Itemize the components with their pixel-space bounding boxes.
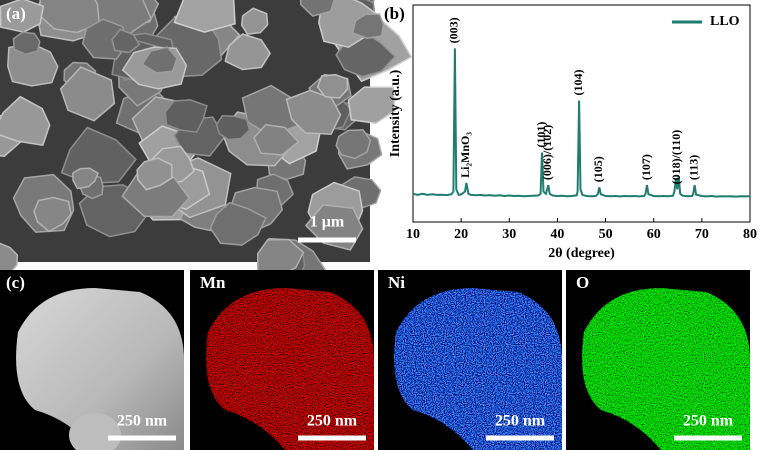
map-title: Ni (388, 273, 405, 292)
grain (111, 28, 141, 54)
element-map (394, 288, 562, 450)
peak-label: (105) (591, 156, 605, 182)
grain (335, 129, 372, 160)
grain (240, 7, 269, 36)
peak-label: (006)/(102) (540, 125, 554, 180)
scale-bar-label: 250 nm (307, 413, 358, 430)
panel-label: (c) (6, 273, 25, 292)
peak-label: (101) (534, 122, 548, 148)
element-map (206, 288, 374, 450)
x-tick-label: 80 (743, 227, 757, 242)
grain (347, 86, 396, 125)
grain (215, 115, 251, 141)
element-map (582, 288, 750, 450)
x-tick-label: 30 (502, 227, 516, 242)
scale-bar-label: 250 nm (495, 413, 546, 430)
x-tick-label: 40 (550, 227, 564, 242)
grain (0, 95, 51, 147)
grain (209, 201, 267, 246)
grain (299, 0, 336, 17)
sem-image (0, 0, 413, 297)
peak-label: (113) (686, 155, 700, 180)
panel-label: (b) (384, 4, 405, 23)
grain (141, 46, 178, 74)
grain (72, 167, 100, 190)
grain (33, 196, 72, 233)
x-axis-label: 2θ (degree) (548, 246, 615, 261)
grain (59, 66, 116, 122)
peak-label: Li₂MnO₃ (458, 132, 472, 178)
grain (173, 0, 236, 33)
x-tick-label: 60 (647, 227, 661, 242)
peak-label: (003) (447, 17, 461, 43)
grain (164, 99, 208, 134)
plot-frame (412, 4, 751, 223)
map-title: O (576, 273, 589, 292)
peak-label: (018)/(110) (669, 130, 683, 185)
grain (37, 0, 100, 34)
stem-particle (16, 288, 184, 450)
grain (285, 89, 342, 135)
x-tick-label: 10 (406, 227, 420, 242)
scale-bar-label: 250 nm (117, 413, 168, 430)
x-tick-label: 70 (695, 227, 709, 242)
xrd-line (412, 48, 751, 198)
grain (253, 124, 300, 156)
grain (136, 157, 173, 191)
grain (12, 31, 41, 56)
y-axis-label: Intensity (a.u.) (388, 69, 403, 157)
eds-maps: 250 nm Mn 250 nm Ni 250 nm O 250 nm (c) (0, 270, 750, 450)
scale-bar-label: 1 μm (310, 214, 345, 231)
peak-label: (104) (571, 70, 585, 96)
scale-bar-label: 250 nm (683, 413, 734, 430)
map-title: Mn (200, 273, 226, 292)
grain (351, 13, 385, 39)
stem-particle (69, 413, 121, 450)
x-tick-label: 50 (599, 227, 613, 242)
grain (224, 33, 271, 71)
peak-label: (107) (639, 154, 653, 180)
panel-label: (a) (6, 4, 26, 23)
xrd-chart: 10 20 30 40 50 60 70 80 2θ (degree) Intensity (a.… (388, 4, 757, 261)
grain (0, 242, 19, 277)
x-tick-label: 20 (454, 227, 468, 242)
legend-label: LLO (710, 14, 740, 29)
grain (316, 73, 349, 99)
